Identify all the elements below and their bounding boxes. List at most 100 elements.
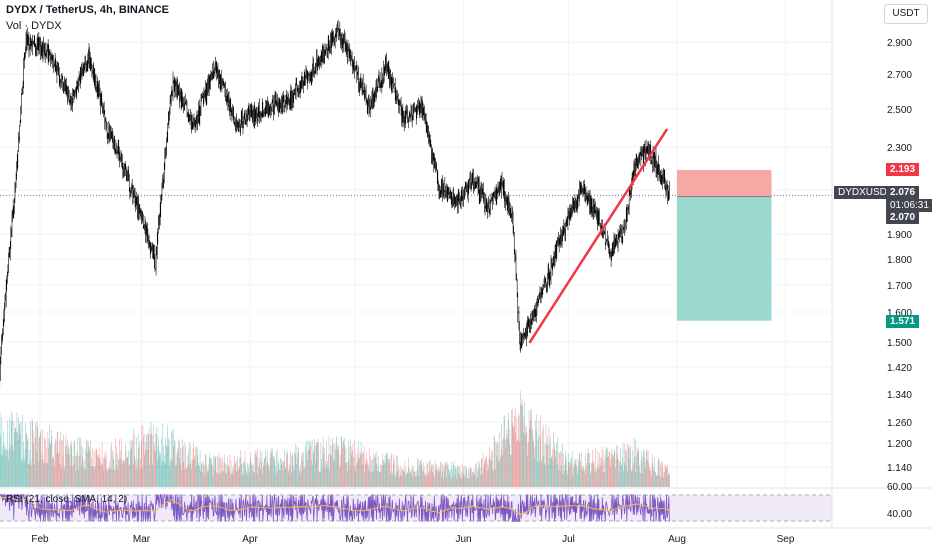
price-tick-label: 2.900 — [887, 38, 912, 49]
volume-bar — [451, 462, 452, 487]
currency-button[interactable]: USDT — [884, 4, 928, 24]
volume-bar — [230, 460, 232, 487]
volume-bar — [617, 454, 619, 487]
volume-bar — [300, 464, 301, 487]
volume-bar — [432, 464, 434, 487]
volume-bar — [462, 475, 464, 487]
volume-bar — [362, 452, 363, 487]
volume-bar — [349, 466, 351, 487]
volume-bar — [240, 457, 242, 487]
volume-bar — [625, 449, 626, 487]
volume-bar — [525, 434, 526, 487]
volume-bar — [307, 440, 309, 487]
volume-bar — [173, 446, 175, 487]
symbol-legend[interactable]: DYDX / TetherUS, 4h, BINANCE — [6, 4, 169, 16]
volume-bar — [314, 438, 315, 487]
volume-bar — [516, 441, 517, 487]
volume-bar — [404, 471, 405, 487]
volume-bar — [188, 464, 190, 487]
volume-bar — [588, 453, 589, 487]
volume-bar — [482, 452, 484, 487]
time-axis[interactable]: Feb Mar Apr May Jun Jul Aug Sep — [0, 527, 932, 545]
volume-bar — [637, 448, 639, 487]
volume-bar — [161, 438, 162, 487]
volume-bar — [650, 468, 652, 487]
volume-bar — [563, 470, 565, 487]
volume-bar — [591, 462, 592, 487]
volume-bar — [415, 476, 416, 487]
volume-bar — [302, 460, 304, 487]
volume-bar — [556, 443, 557, 487]
volume-bar — [667, 475, 669, 487]
volume-bar — [560, 451, 561, 487]
volume-bar — [543, 424, 544, 487]
volume-bar — [207, 468, 208, 487]
volume-bar — [66, 454, 68, 487]
volume-bar — [421, 460, 423, 487]
volume-bar — [44, 462, 46, 487]
volume-bar — [261, 460, 262, 487]
volume-bar — [440, 462, 441, 487]
volume-bar — [357, 441, 359, 487]
volume-bar — [37, 420, 38, 487]
volume-bar — [234, 455, 235, 487]
volume-bar — [663, 472, 665, 487]
volume-bar — [16, 432, 17, 487]
volume-bar — [91, 457, 92, 487]
volume-bar — [0, 435, 1, 487]
volume-bar — [304, 465, 305, 487]
volume-bar — [641, 450, 642, 487]
volume-bar — [422, 471, 424, 487]
volume-bar — [391, 470, 393, 487]
volume-bar — [297, 457, 298, 487]
volume-bar — [167, 425, 168, 487]
volume-bar — [475, 479, 477, 487]
volume-bar — [152, 435, 154, 487]
volume-bar — [623, 462, 625, 487]
volume-bar — [615, 459, 617, 487]
volume-bar — [619, 461, 621, 487]
volume-bar — [213, 455, 214, 487]
rsi-legend[interactable]: RSI (21, close, SMA, 14, 2) — [6, 494, 128, 505]
volume-bar — [376, 463, 377, 487]
volume-bar — [96, 448, 97, 487]
volume-legend[interactable]: Vol · DYDX — [6, 20, 62, 32]
candlestick-series — [0, 19, 832, 388]
volume-bar — [297, 452, 299, 487]
volume-bar — [269, 470, 270, 487]
volume-bar — [559, 453, 560, 487]
volume-bar — [289, 467, 291, 487]
volume-bar — [243, 462, 244, 487]
stop-loss-zone — [677, 170, 772, 197]
volume-bar — [320, 442, 322, 487]
volume-bar — [389, 458, 390, 487]
volume-bar — [541, 463, 543, 487]
volume-bar — [250, 458, 251, 487]
volume-bar — [422, 469, 423, 487]
volume-bar — [40, 430, 42, 487]
volume-bar — [273, 456, 275, 487]
stop-price-tag: 2.193 — [886, 163, 920, 176]
volume-bar — [136, 437, 137, 487]
volume-bar — [654, 472, 656, 487]
volume-bar — [454, 475, 455, 487]
volume-bar — [373, 452, 374, 487]
volume-bar — [18, 417, 19, 487]
volume-bar — [162, 422, 164, 487]
volume-bar — [669, 474, 670, 487]
volume-bar — [240, 450, 241, 487]
volume-bar — [468, 468, 470, 487]
volume-bar — [248, 463, 250, 487]
volume-bar — [548, 426, 550, 487]
volume-bar — [481, 460, 482, 487]
price-axis[interactable]: 2.9002.7002.5002.3002.1001.9001.8001.700… — [831, 0, 912, 528]
short-position-tool[interactable] — [677, 170, 772, 321]
volume-bar — [40, 432, 41, 487]
target-price-tag: 1.571 — [886, 315, 920, 328]
volume-bar — [457, 466, 458, 487]
volume-bar — [414, 471, 416, 487]
volume-bar — [315, 444, 317, 487]
trendline[interactable] — [528, 128, 668, 344]
volume-bar — [517, 439, 518, 487]
